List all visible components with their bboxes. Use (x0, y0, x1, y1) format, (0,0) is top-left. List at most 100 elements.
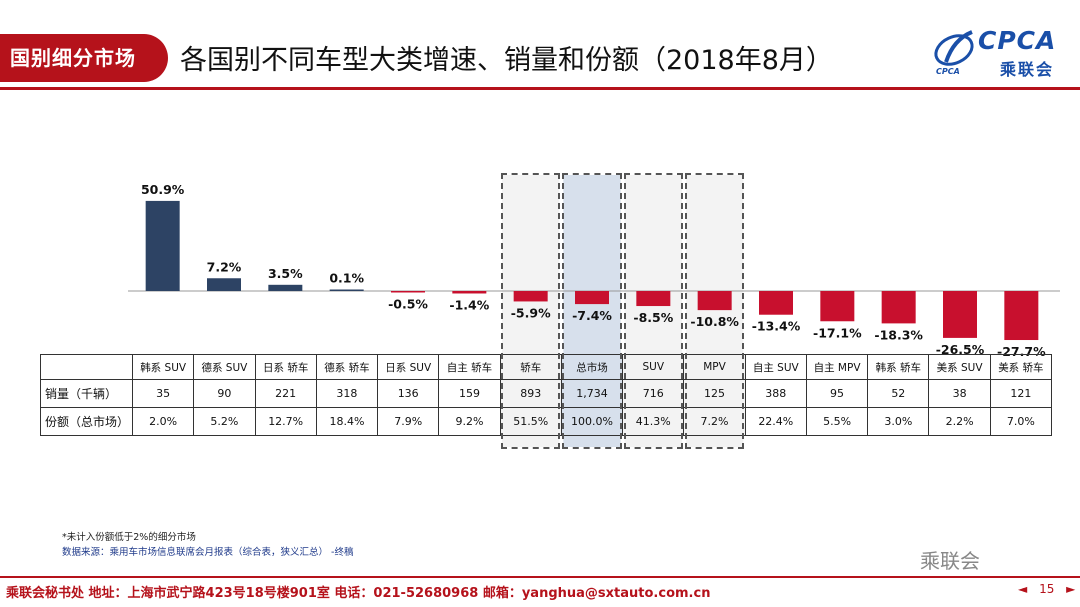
row-label: 销量（千辆） (40, 379, 133, 408)
logo-text: CPCA (978, 26, 1057, 55)
next-page-icon[interactable]: ► (1066, 582, 1076, 596)
category-label-6: 轿车 (499, 354, 562, 380)
table-cell: 136 (377, 379, 440, 408)
bar-value-label-1: 7.2% (207, 259, 242, 274)
logo-sub: 乘联会 (1000, 60, 1055, 79)
table-cell: 159 (438, 379, 501, 408)
category-label-11: 自主 MPV (805, 354, 869, 380)
table-cell: 121 (989, 379, 1053, 408)
table-cell: 3.0% (867, 407, 930, 436)
category-label-3: 德系 轿车 (315, 354, 379, 380)
section-tag: 国别细分市场 (0, 34, 168, 82)
table-cell: 18.4% (315, 407, 379, 436)
table-cell: 1,734 (560, 379, 624, 408)
cpca-logo-mark-letters: CPCA (936, 67, 960, 76)
category-label-9: MPV (683, 354, 746, 380)
table-cell: 52 (867, 379, 930, 408)
header: 国别细分市场 各国别不同车型大类增速、销量和份额（2018年8月） CPCA C… (0, 0, 1080, 92)
category-label-5: 自主 轿车 (438, 354, 501, 380)
bar-value-label-6: -5.9% (511, 305, 551, 320)
table-cell: 716 (622, 379, 685, 408)
table-cell: 2.2% (928, 407, 991, 436)
category-label-2: 日系 轿车 (254, 354, 317, 380)
table-header-row: 韩系 SUV 德系 SUV 日系 轿车 德系 轿车 日系 SUV 自主 轿车 轿车 总市场 SU… (40, 354, 1053, 380)
cpca-logo-mark-icon: CPCA (934, 30, 974, 76)
bar-value-label-13: -26.5% (936, 342, 985, 357)
table-cell: 893 (499, 379, 562, 408)
bar-value-label-2: 3.5% (268, 266, 303, 281)
bar-1 (207, 278, 241, 291)
table-cell: 7.9% (377, 407, 440, 436)
category-label-0: 韩系 SUV (131, 354, 195, 380)
bar-value-label-5: -1.4% (449, 297, 489, 312)
category-label-7: 总市场 (560, 354, 624, 380)
bar-value-label-7: -7.4% (572, 308, 612, 323)
table-cell: 35 (131, 379, 195, 408)
bar-value-label-4: -0.5% (388, 297, 428, 312)
data-table: 韩系 SUV 德系 SUV 日系 轿车 德系 轿车 日系 SUV 自主 轿车 轿车 总市场 SU… (40, 354, 1053, 436)
bar-10 (759, 291, 793, 315)
bar-6 (513, 291, 548, 302)
category-label-8: SUV (622, 354, 685, 380)
table-cell: 22.4% (744, 407, 807, 436)
category-label-13: 美系 SUV (928, 354, 991, 380)
table-cell: 41.3% (622, 407, 685, 436)
title-rule (0, 87, 1080, 90)
table-cell: 90 (193, 379, 256, 408)
bar-7 (575, 291, 609, 305)
bar-9 (697, 291, 732, 311)
category-label-4: 日系 SUV (377, 354, 440, 380)
table-cell: 95 (805, 379, 869, 408)
category-label-14: 美系 轿车 (989, 354, 1053, 380)
category-label-12: 韩系 轿车 (867, 354, 930, 380)
bar-value-label-0: 50.9% (141, 182, 185, 197)
footer-contact: 乘联会秘书处 地址：上海市武宁路423号18号楼901室 电话：021-5268… (6, 586, 711, 601)
table-cell: 318 (315, 379, 379, 408)
cpca-logo: CPCA CPCA 乘联会 (930, 18, 1070, 80)
bar-value-label-9: -10.8% (690, 314, 739, 329)
bar-0 (145, 200, 180, 291)
bar-13 (943, 291, 977, 338)
bar-8 (636, 291, 671, 307)
pager: ◄ 15 ► (1018, 582, 1075, 596)
footnote-threshold: *未计入份额低于2%的细分市场 (62, 532, 196, 543)
watermark: 乘联会 (920, 549, 980, 573)
bar-12 (881, 291, 916, 324)
table-cell: 5.5% (805, 407, 869, 436)
bar-5 (452, 291, 487, 294)
row-label: 份额（总市场） (40, 407, 133, 436)
table-cell: 221 (254, 379, 317, 408)
category-label-10: 自主 SUV (744, 354, 807, 380)
table-corner-cell (40, 354, 133, 380)
table-cell: 2.0% (131, 407, 195, 436)
bar-value-label-10: -13.4% (752, 319, 801, 334)
bar-value-label-3: 0.1% (329, 271, 364, 286)
footer-rule (0, 576, 1080, 578)
table-cell: 5.2% (193, 407, 256, 436)
page-title: 各国别不同车型大类增速、销量和份额（2018年8月） (180, 45, 833, 76)
bar-2 (268, 284, 303, 291)
bar-11 (820, 291, 855, 322)
table-cell: 12.7% (254, 407, 317, 436)
bar-3 (329, 289, 364, 291)
bar-value-label-8: -8.5% (633, 310, 673, 325)
table-cell: 100.0% (560, 407, 624, 436)
table-cell: 9.2% (438, 407, 501, 436)
prev-page-icon[interactable]: ◄ (1018, 582, 1028, 596)
bar-value-label-12: -18.3% (874, 327, 923, 342)
footnote-source: 数据来源：乘用车市场信息联席会月报表（综合表，狭义汇总） -终稿 (62, 547, 354, 558)
table-cell: 38 (928, 379, 991, 408)
page-number: 15 (1039, 582, 1055, 596)
table-row: 份额（总市场） 2.0% 5.2% 12.7% 18.4% 7.9% 9.2% 51.5% 10… (40, 407, 1053, 436)
table-row: 销量（千辆） 35 90 221 318 136 159 893 1,734 716 125 388 9… (40, 379, 1053, 408)
category-label-1: 德系 SUV (193, 354, 256, 380)
table-cell: 7.0% (989, 407, 1053, 436)
bar-4 (391, 291, 425, 293)
table-cell: 51.5% (499, 407, 562, 436)
bar-value-label-11: -17.1% (813, 325, 862, 340)
table-cell: 388 (744, 379, 807, 408)
table-cell: 125 (683, 379, 746, 408)
table-cell: 7.2% (683, 407, 746, 436)
bar-14 (1004, 291, 1039, 341)
